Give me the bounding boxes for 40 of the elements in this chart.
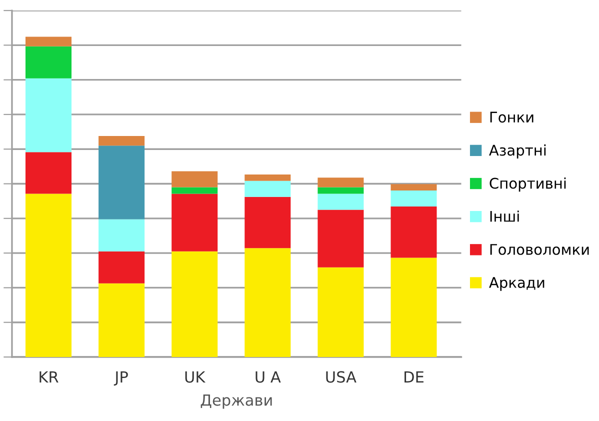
bar <box>98 283 145 358</box>
x-tick-label: UK <box>185 371 206 383</box>
bar <box>98 136 145 146</box>
bar <box>25 194 72 358</box>
bar <box>172 251 218 358</box>
bar <box>390 258 437 358</box>
x-tick-label: U A <box>256 371 281 383</box>
bar <box>318 178 364 188</box>
legend-label: Інші <box>490 210 519 222</box>
bar <box>25 46 72 78</box>
legend-label: Головоломки <box>490 244 589 255</box>
bar <box>318 187 364 194</box>
bar <box>172 187 218 194</box>
bar <box>244 196 291 248</box>
x-tick-label: JP <box>114 371 128 386</box>
bar <box>25 36 72 46</box>
legend-label: Аркади <box>489 277 544 291</box>
bar <box>318 210 364 268</box>
bar <box>390 206 437 258</box>
bar <box>390 184 437 190</box>
bar <box>98 146 145 220</box>
legend-label: Гонки <box>490 112 534 123</box>
bar <box>318 267 364 358</box>
bar <box>244 174 291 181</box>
bar <box>98 251 145 284</box>
bar <box>25 152 72 194</box>
bar <box>318 194 364 210</box>
legend-label: Спортивні <box>490 178 566 192</box>
bar <box>244 180 291 197</box>
bar <box>172 194 218 252</box>
x-tick-label: USA <box>326 371 356 383</box>
x-tick-label: KR <box>40 371 58 383</box>
legend-label: Азартні <box>489 144 546 159</box>
bar <box>390 190 437 206</box>
bar <box>244 248 291 358</box>
bar <box>25 78 72 152</box>
x-tick-label: DE <box>404 371 424 383</box>
bar <box>98 219 145 252</box>
bar <box>172 171 218 188</box>
x-axis-title: Держави <box>200 394 272 409</box>
